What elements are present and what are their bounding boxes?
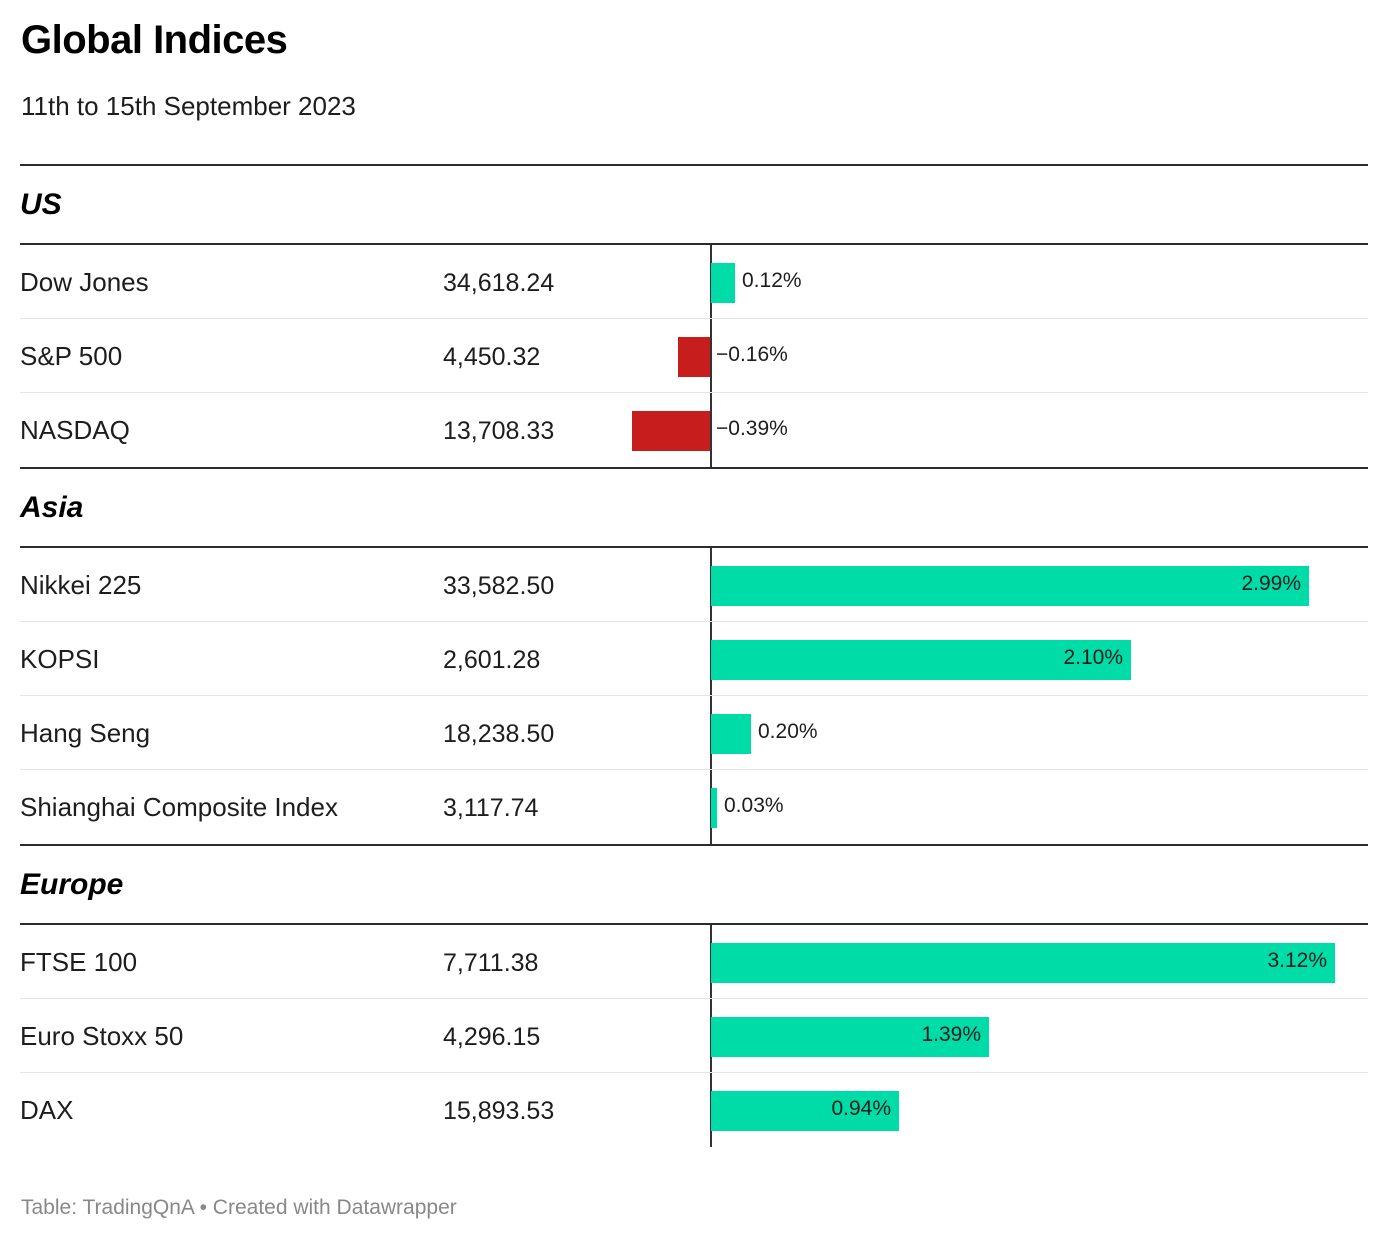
indices-table: US Dow Jones 34,618.24 0.12% S&P 500 4,450.32… <box>20 164 1368 1147</box>
change-cell: 2.99% <box>630 548 1368 621</box>
group-rows: FTSE 100 7,711.38 3.12% Euro Stoxx 50 4,296.… <box>20 925 1368 1147</box>
index-name: DAX <box>20 1095 74 1125</box>
change-label: 0.03% <box>724 794 784 817</box>
change-cell: −0.39% <box>630 393 1368 467</box>
index-name: NASDAQ <box>20 415 130 445</box>
index-value: 4,296.15 <box>443 1023 541 1051</box>
index-name: KOPSI <box>20 644 100 674</box>
table-row: NASDAQ 13,708.33 −0.39% <box>20 393 1368 467</box>
zero-line <box>710 393 712 467</box>
index-value: 3,117.74 <box>443 794 539 822</box>
table-row: Shianghai Composite Index 3,117.74 0.03% <box>20 770 1368 844</box>
group-title: Asia <box>20 491 84 524</box>
change-cell: 0.12% <box>630 245 1368 318</box>
index-value: 33,582.50 <box>443 572 555 600</box>
change-label: 2.10% <box>1063 646 1123 669</box>
index-name: Hang Seng <box>20 718 151 748</box>
group-rows: Nikkei 225 33,582.50 2.99% KOPSI 2,601.28 2.1… <box>20 548 1368 844</box>
table-row: DAX 15,893.53 0.94% <box>20 1073 1368 1147</box>
index-name: Euro Stoxx 50 <box>20 1021 184 1051</box>
change-cell: 3.12% <box>630 925 1368 998</box>
table-row: Euro Stoxx 50 4,296.15 1.39% <box>20 999 1368 1073</box>
index-name: Shianghai Composite Index <box>20 792 338 822</box>
change-bar <box>711 263 735 303</box>
change-bar <box>632 411 710 451</box>
group-title: US <box>20 188 62 221</box>
change-label: 2.99% <box>1241 572 1301 595</box>
change-label: 0.12% <box>742 269 802 292</box>
change-bar <box>711 943 1335 983</box>
chart-subtitle: 11th to 15th September 2023 <box>21 91 356 121</box>
change-bar <box>711 788 717 828</box>
table-row: Nikkei 225 33,582.50 2.99% <box>20 548 1368 622</box>
change-label: 0.94% <box>831 1097 891 1120</box>
change-cell: −0.16% <box>630 319 1368 392</box>
index-value: 4,450.32 <box>443 343 541 371</box>
change-cell: 2.10% <box>630 622 1368 695</box>
index-value: 2,601.28 <box>443 646 541 674</box>
index-name: Dow Jones <box>20 267 149 297</box>
index-value: 18,238.50 <box>443 720 555 748</box>
index-value: 15,893.53 <box>443 1097 555 1125</box>
change-bar <box>711 640 1131 680</box>
change-bar <box>711 714 751 754</box>
change-bar <box>678 337 710 377</box>
change-cell: 0.20% <box>630 696 1368 769</box>
change-label: −0.39% <box>716 417 788 440</box>
index-name: S&P 500 <box>20 341 123 371</box>
change-label: −0.16% <box>716 343 788 366</box>
index-value: 13,708.33 <box>443 417 555 445</box>
change-bar <box>711 1017 989 1057</box>
chart-title: Global Indices <box>21 18 288 62</box>
change-label: 1.39% <box>921 1023 981 1046</box>
index-name: FTSE 100 <box>20 947 138 977</box>
table-row: Hang Seng 18,238.50 0.20% <box>20 696 1368 770</box>
change-cell: 0.03% <box>630 770 1368 844</box>
group-title: Europe <box>20 868 124 901</box>
group-header: Europe <box>20 844 1368 925</box>
change-bar <box>711 1091 899 1131</box>
zero-line <box>710 319 712 392</box>
group-header: US <box>20 164 1368 245</box>
change-cell: 0.94% <box>630 1073 1368 1147</box>
change-label: 0.20% <box>758 720 818 743</box>
change-cell: 1.39% <box>630 999 1368 1072</box>
index-name: Nikkei 225 <box>20 570 142 600</box>
index-value: 7,711.38 <box>443 949 539 977</box>
chart-footer: Table: TradingQnA • Created with Datawra… <box>21 1196 457 1219</box>
group-header: Asia <box>20 467 1368 548</box>
table-row: S&P 500 4,450.32 −0.16% <box>20 319 1368 393</box>
change-bar <box>711 566 1309 606</box>
group-rows: Dow Jones 34,618.24 0.12% S&P 500 4,450.32 −0… <box>20 245 1368 467</box>
table-row: FTSE 100 7,711.38 3.12% <box>20 925 1368 999</box>
change-label: 3.12% <box>1267 949 1327 972</box>
table-row: KOPSI 2,601.28 2.10% <box>20 622 1368 696</box>
index-value: 34,618.24 <box>443 269 555 297</box>
table-row: Dow Jones 34,618.24 0.12% <box>20 245 1368 319</box>
